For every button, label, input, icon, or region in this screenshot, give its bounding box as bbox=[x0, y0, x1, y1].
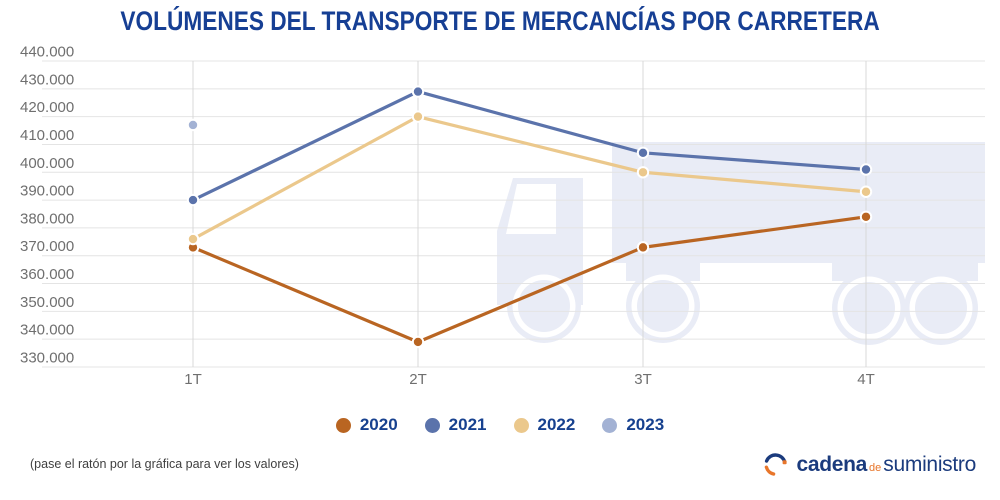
series-line-2022[interactable] bbox=[192, 115, 867, 241]
x-axis-tick-label: 3T bbox=[634, 371, 652, 388]
chart-title: VOLÚMENES DEL TRANSPORTE DE MERCANCÍAS P… bbox=[120, 6, 880, 36]
data-point-2023[interactable] bbox=[186, 118, 200, 132]
line-chart-plot-area[interactable]: 440.000 430.000 420.000 410.000 400.000 390.0… bbox=[0, 0, 1000, 410]
legend-item-2021[interactable]: 2021 bbox=[424, 415, 487, 435]
legend-dot-icon bbox=[513, 417, 529, 433]
logo-word-suministro: suministro bbox=[883, 452, 976, 476]
y-axis-tick-label: 360.000 bbox=[20, 266, 74, 283]
series-line-2020[interactable] bbox=[192, 215, 867, 344]
hover-hint-note: (pase el ratón por la gráfica para ver l… bbox=[30, 457, 299, 471]
legend-label: 2020 bbox=[359, 415, 398, 434]
x-axis-tick-label: 1T bbox=[184, 371, 202, 388]
chart-title-wrap: VOLÚMENES DEL TRANSPORTE DE MERCANCÍAS P… bbox=[0, 6, 1000, 37]
y-axis-tick-label: 430.000 bbox=[20, 71, 74, 88]
cadena-de-suministro-logo[interactable]: cadena de suministro bbox=[762, 451, 976, 478]
legend-item-2020[interactable]: 2020 bbox=[335, 415, 398, 435]
data-point-2021[interactable] bbox=[636, 146, 650, 160]
x-axis-tick-label: 2T bbox=[409, 371, 427, 388]
y-axis-tick-label: 390.000 bbox=[20, 183, 74, 200]
legend-dot-icon bbox=[602, 417, 618, 433]
y-axis-tick-label: 440.000 bbox=[20, 44, 74, 61]
data-point-2020[interactable] bbox=[411, 335, 425, 349]
legend-label: 2022 bbox=[537, 415, 576, 434]
x-axis-tick-label: 4T bbox=[857, 371, 875, 388]
legend-label: 2021 bbox=[448, 415, 487, 434]
data-point-2021[interactable] bbox=[859, 163, 873, 176]
y-axis-tick-label: 410.000 bbox=[20, 127, 74, 144]
legend-item-2023[interactable]: 2023 bbox=[602, 415, 664, 435]
y-axis-tick-label: 400.000 bbox=[20, 155, 74, 172]
chart-legend: 2020 2021 2022 2023 bbox=[0, 411, 1000, 439]
data-point-2021[interactable] bbox=[411, 85, 425, 98]
data-point-2020[interactable] bbox=[636, 241, 650, 254]
legend-item-2022[interactable]: 2022 bbox=[513, 415, 576, 435]
data-point-2022[interactable] bbox=[859, 185, 873, 198]
legend-dot-icon bbox=[335, 417, 351, 433]
logo-word-de: de bbox=[869, 461, 882, 474]
y-axis-tick-label: 420.000 bbox=[20, 99, 74, 116]
y-axis-tick-label: 340.000 bbox=[20, 322, 74, 339]
legend-label: 2023 bbox=[626, 415, 665, 434]
y-axis-tick-label: 370.000 bbox=[20, 238, 74, 255]
logo-word-cadena: cadena bbox=[796, 452, 868, 476]
data-point-2022[interactable] bbox=[636, 166, 650, 179]
y-axis-tick-label: 330.000 bbox=[20, 350, 74, 367]
data-point-2022[interactable] bbox=[186, 232, 200, 246]
data-point-2021[interactable] bbox=[186, 193, 200, 207]
data-point-2022[interactable] bbox=[411, 110, 425, 123]
data-point-2020[interactable] bbox=[859, 210, 873, 223]
logo-text: cadena de suministro bbox=[796, 453, 976, 477]
legend-dot-icon bbox=[424, 417, 440, 433]
swirl-circle-icon bbox=[765, 453, 788, 476]
y-axis-tick-label: 350.000 bbox=[20, 294, 74, 311]
y-axis-tick-label: 380.000 bbox=[20, 210, 74, 227]
series-line-2021[interactable] bbox=[192, 89, 867, 202]
